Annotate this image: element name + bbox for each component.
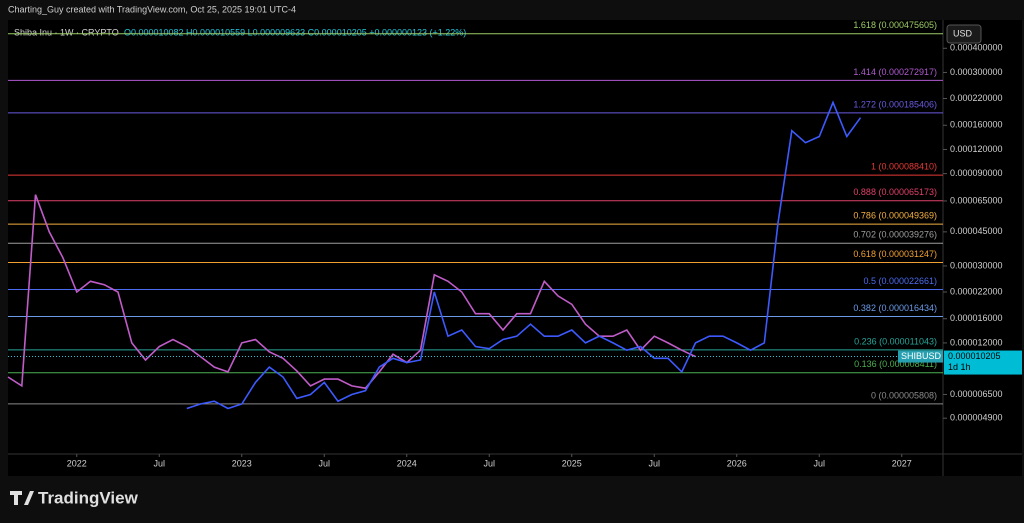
y-tick-label: 0.000160000: [950, 120, 1003, 130]
logo-text: TradingView: [38, 488, 139, 507]
fib-label: 0.702 (0.000039276): [853, 230, 937, 240]
y-tick-label: 0.000400000: [950, 43, 1003, 53]
logo-icon: [10, 491, 34, 505]
y-tick-label: 0.000300000: [950, 67, 1003, 77]
x-tick-label: 2025: [562, 458, 582, 468]
fib-label: 1 (0.000088410): [871, 161, 937, 171]
fib-label: 0.786 (0.000049369): [853, 210, 937, 220]
y-tick-label: 0.000016000: [950, 313, 1003, 323]
price-line: [186, 100, 862, 410]
fib-label: 1.272 (0.000185406): [853, 99, 937, 109]
y-tick-label: 0.000090000: [950, 168, 1003, 178]
attribution: Charting_Guy created with TradingView.co…: [8, 4, 296, 14]
fib-label: 0.618 (0.000031247): [853, 249, 937, 259]
x-tick-label: 2022: [67, 458, 87, 468]
fib-label: 1.618 (0.000475605): [853, 20, 937, 30]
y-tick-label: 0.000012000: [950, 337, 1003, 347]
x-tick-label: 2026: [727, 458, 747, 468]
fib-label: 0.236 (0.000011043): [854, 336, 937, 346]
x-tick-label: Jul: [318, 458, 330, 468]
x-tick-label: Jul: [648, 458, 660, 468]
fib-label: 1.414 (0.000272917): [853, 67, 937, 77]
x-tick-label: Jul: [483, 458, 495, 468]
price-tag-text: 0.000010205: [948, 351, 1001, 361]
symbol-tag-text: SHIBUSD: [901, 351, 942, 361]
y-tick-label: 0.000065000: [950, 195, 1003, 205]
y-tick-label: 0.000022000: [950, 286, 1003, 296]
currency-box[interactable]: [946, 24, 982, 44]
x-tick-label: 2024: [397, 458, 417, 468]
price-tag: [944, 350, 1022, 375]
x-tick-label: Jul: [813, 458, 825, 468]
fib-label: 0.136 (0.000008411): [854, 359, 937, 369]
fib-label: 0.382 (0.000016434): [853, 303, 937, 313]
x-tick-label: 2023: [232, 458, 252, 468]
x-tick-label: Jul: [153, 458, 165, 468]
price-line: [7, 194, 696, 390]
y-tick-label: 0.000006500: [950, 389, 1003, 399]
x-tick-label: 2027: [892, 458, 912, 468]
ohlc: O0.000010082 H0.000010559 L0.000009633 C…: [124, 27, 466, 37]
y-tick-label: 0.000120000: [950, 144, 1003, 154]
countdown: 1d 1h: [948, 362, 971, 372]
symbol-tag: [898, 350, 943, 363]
fib-label: 0.5 (0.000022661): [863, 276, 937, 286]
y-tick-label: 0.000004900: [950, 413, 1003, 423]
fib-label: 0 (0.000005808): [871, 390, 937, 400]
logo: TradingView: [10, 488, 139, 507]
y-tick-label: 0.000045000: [950, 226, 1003, 236]
y-tick-label: 0.000030000: [950, 260, 1003, 270]
y-tick-label: 0.000220000: [950, 93, 1003, 103]
fib-label: 0.888 (0.000065173): [853, 187, 937, 197]
plot-background: [8, 20, 1022, 476]
symbol: Shiba Inu · 1W · CRYPTO: [14, 27, 119, 37]
currency: USD: [953, 28, 973, 38]
